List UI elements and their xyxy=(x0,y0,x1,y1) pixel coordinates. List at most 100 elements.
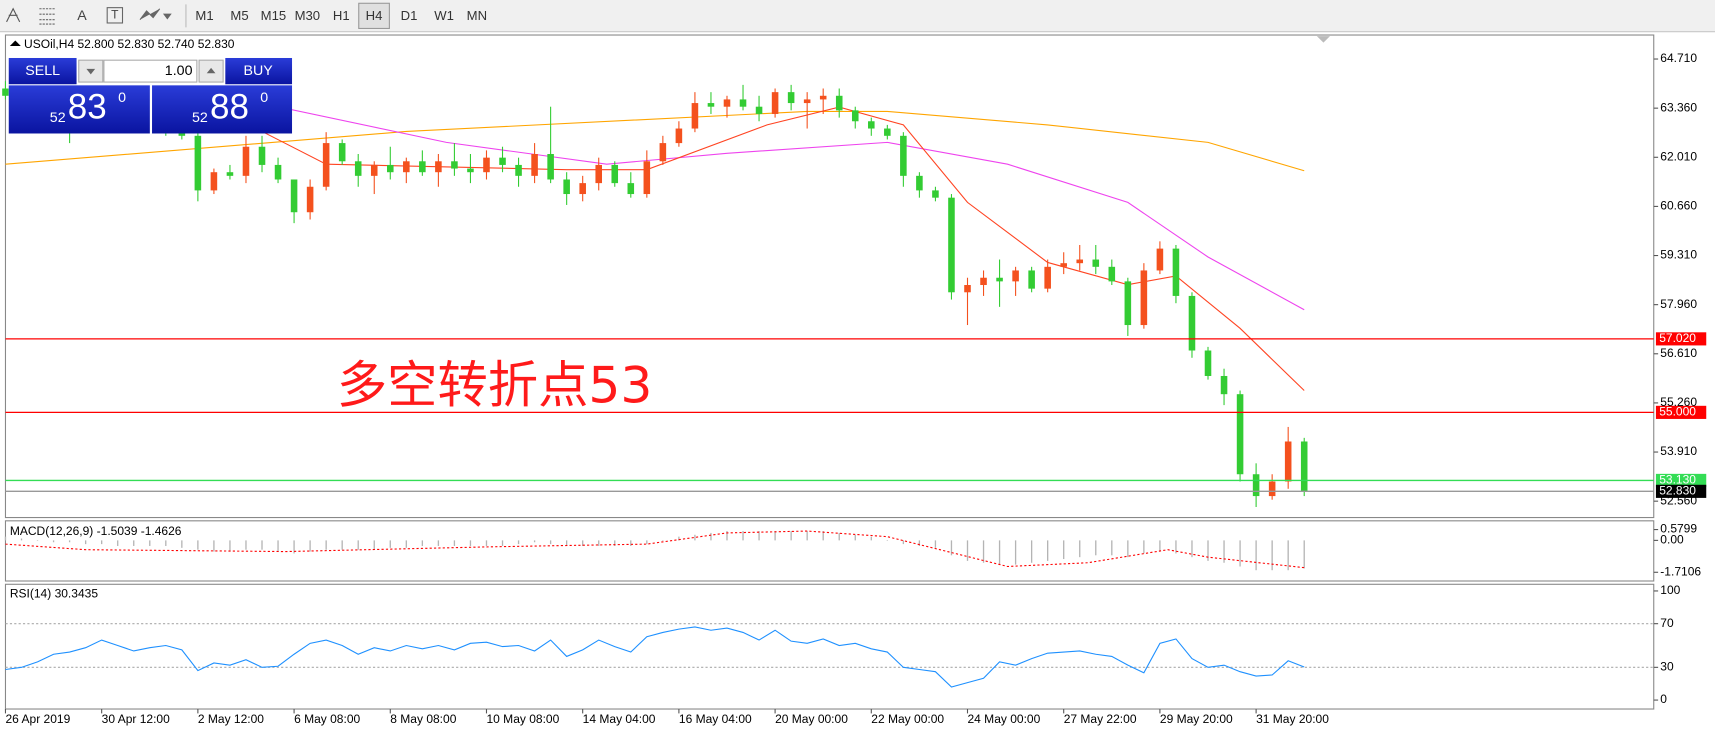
timeframe-label[interactable]: M5 xyxy=(230,8,248,23)
macd-bar xyxy=(1271,540,1273,571)
candle-body xyxy=(370,164,378,176)
candle-body xyxy=(1268,481,1276,497)
buy-label[interactable]: BUY xyxy=(244,63,274,79)
candle-body xyxy=(1044,266,1051,289)
tool-icon[interactable]: T xyxy=(111,7,119,21)
macd-bar xyxy=(357,540,359,550)
macd-bar xyxy=(1223,540,1225,563)
macd-bar xyxy=(630,540,632,546)
candle-body xyxy=(419,161,426,173)
x-tick-label: 20 May 00:00 xyxy=(775,712,848,726)
macd-bar xyxy=(1207,540,1209,561)
x-tick-label: 29 May 20:00 xyxy=(1160,712,1233,726)
y-tick-label: 62.010 xyxy=(1660,149,1697,163)
macd-bar xyxy=(52,540,55,543)
price-label: 57.020 xyxy=(1659,331,1696,345)
macd-bar xyxy=(341,540,343,550)
macd-bar xyxy=(902,540,905,545)
price-label-bg xyxy=(1655,405,1707,419)
macd-bar xyxy=(213,540,215,552)
timeframe-active[interactable] xyxy=(358,2,390,29)
candle-body xyxy=(258,146,266,165)
rsi-header: RSI(14) 30.3435 xyxy=(10,586,98,600)
buy-price-small[interactable]: 52 xyxy=(192,110,208,126)
y-tick-label: 0.5799 xyxy=(1660,522,1697,536)
timeframe-label[interactable]: H4 xyxy=(366,8,383,23)
toolbar-bg xyxy=(0,0,1715,32)
macd-bar xyxy=(1143,540,1145,554)
candle-body xyxy=(595,164,603,184)
sell-price-sup[interactable]: 0 xyxy=(118,90,126,106)
macd-bar xyxy=(870,536,872,541)
sell-label[interactable]: SELL xyxy=(25,63,60,79)
macd-panel xyxy=(4,520,1655,582)
macd-bar xyxy=(966,540,969,561)
y-tick-label: 63.360 xyxy=(1660,100,1697,114)
macd-bar xyxy=(614,540,616,546)
macd-bar xyxy=(1095,540,1097,556)
timeframe-label[interactable]: D1 xyxy=(401,8,418,23)
candle-body xyxy=(611,164,619,184)
macd-bar xyxy=(1175,540,1177,554)
macd-bar xyxy=(838,532,840,541)
price-label: 53.130 xyxy=(1659,473,1696,487)
candle-body xyxy=(884,128,891,136)
lots-value[interactable]: 1.00 xyxy=(165,63,193,79)
tool-icon[interactable]: A xyxy=(77,8,87,24)
y-tick-label: 60.660 xyxy=(1660,199,1697,213)
timeframe-label[interactable]: MN xyxy=(467,8,487,23)
buy-price-box[interactable] xyxy=(152,85,293,134)
candle-body xyxy=(435,161,442,173)
candle-body xyxy=(707,103,715,107)
macd-bar xyxy=(822,531,824,541)
sell-price-big[interactable]: 83 xyxy=(68,88,107,127)
timeframe-label[interactable]: M15 xyxy=(261,8,287,23)
timeframe-label[interactable]: M30 xyxy=(295,8,321,23)
tool-icon[interactable] xyxy=(6,7,21,23)
timeframe-label[interactable]: H1 xyxy=(333,8,350,23)
lots-input[interactable] xyxy=(103,59,198,83)
macd-bar xyxy=(694,534,696,541)
tool-icon[interactable] xyxy=(106,7,124,24)
buy-price-sup[interactable]: 0 xyxy=(260,90,268,106)
x-tick-label: 16 May 04:00 xyxy=(679,712,752,726)
chart-header: USOil,H4 52.800 52.830 52.740 52.830 xyxy=(24,37,235,51)
macd-bar xyxy=(982,540,985,563)
x-tick-label: 26 Apr 2019 xyxy=(5,712,70,726)
macd-bar xyxy=(4,536,7,541)
x-tick-label: 30 Apr 12:00 xyxy=(102,712,170,726)
tool-icon[interactable] xyxy=(139,8,172,21)
macd-bar xyxy=(950,540,953,556)
header-arrow[interactable] xyxy=(9,40,21,46)
timeframe-label[interactable]: M1 xyxy=(195,8,213,23)
macd-bar xyxy=(165,540,167,546)
candle-body xyxy=(980,277,987,286)
x-tick-label: 10 May 08:00 xyxy=(486,712,559,726)
sell-price-box[interactable] xyxy=(8,85,150,134)
macd-bar xyxy=(806,531,808,541)
indicator-line xyxy=(5,530,1305,569)
x-tick-label: 22 May 00:00 xyxy=(871,712,944,726)
buy-price-big[interactable]: 88 xyxy=(210,88,249,127)
macd-bar xyxy=(389,540,391,548)
timeframe-label[interactable]: W1 xyxy=(434,8,454,23)
candle-body xyxy=(851,110,859,122)
sell-button[interactable] xyxy=(8,57,77,85)
tool-icon[interactable] xyxy=(39,8,55,25)
buy-button[interactable] xyxy=(225,57,293,85)
macd-bar xyxy=(1159,540,1161,552)
macd-bar xyxy=(758,531,760,541)
trade-panel: SELL 1.00 BUY 52 83 0 52 88 0 xyxy=(8,57,293,134)
price-label-bg xyxy=(1655,484,1707,498)
sell-price-small[interactable]: 52 xyxy=(50,110,66,126)
x-tick-label: 24 May 00:00 xyxy=(968,712,1041,726)
macd-bar xyxy=(437,540,440,546)
candle-body xyxy=(771,92,779,114)
candle-body xyxy=(627,183,635,195)
arrow-up xyxy=(206,67,216,74)
rsi-line xyxy=(5,626,1305,688)
candle-body xyxy=(948,197,955,293)
macd-bar xyxy=(1079,540,1081,558)
chart-shift[interactable] xyxy=(1316,36,1330,43)
